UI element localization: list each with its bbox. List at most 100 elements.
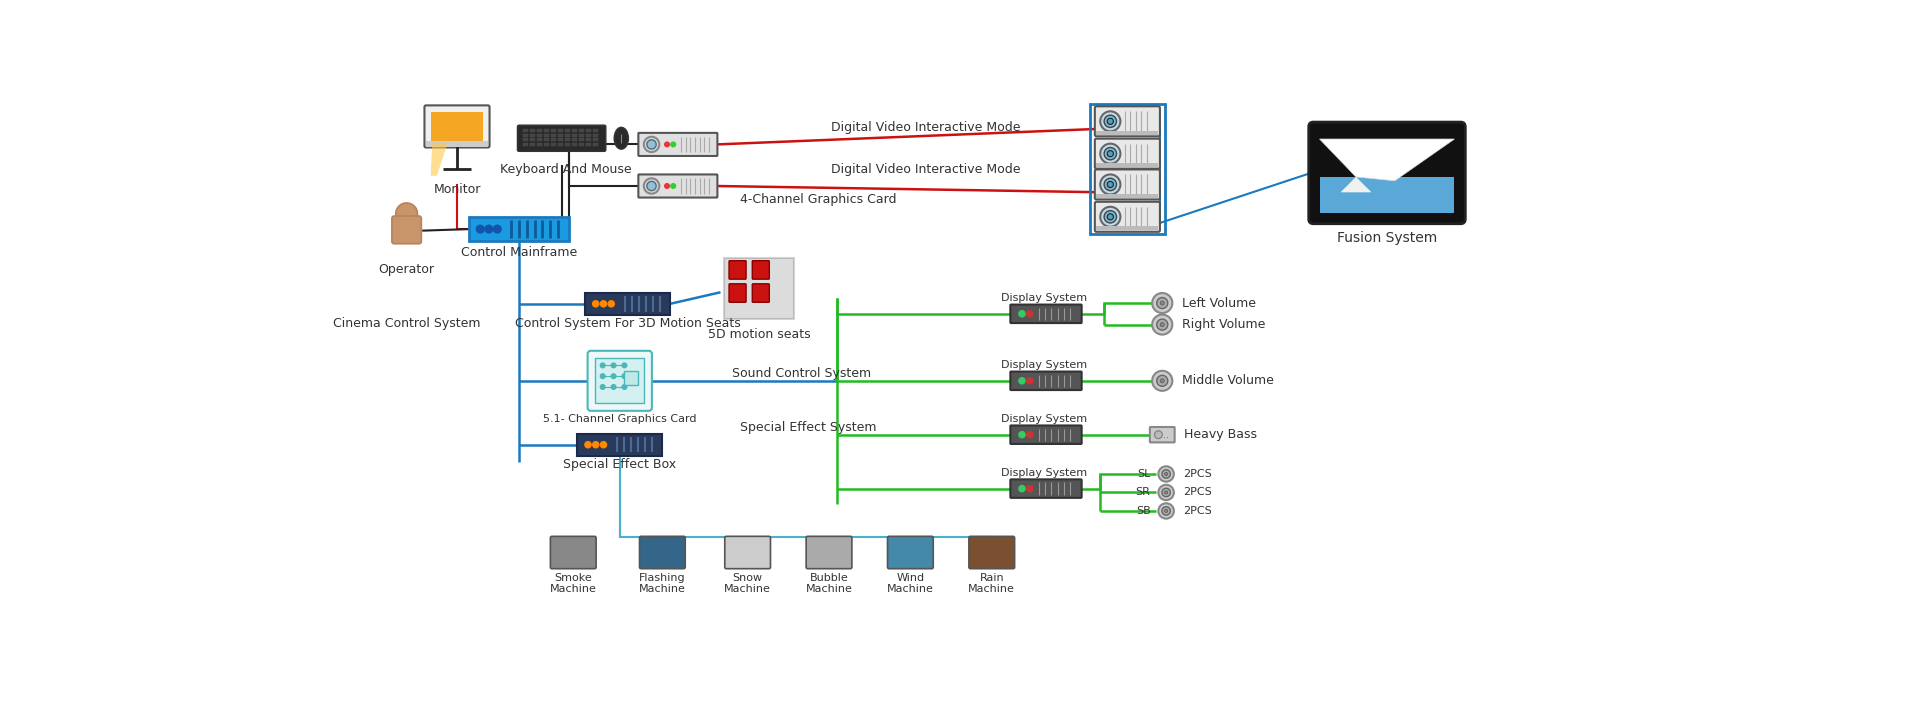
Text: Heavy Bass: Heavy Bass xyxy=(1185,428,1258,441)
Bar xyxy=(724,257,795,319)
FancyBboxPatch shape xyxy=(753,261,770,279)
Circle shape xyxy=(1027,311,1033,317)
FancyBboxPatch shape xyxy=(578,434,662,456)
Text: Right Volume: Right Volume xyxy=(1181,318,1265,331)
Text: 4-Channel Graphics Card: 4-Channel Graphics Card xyxy=(739,193,897,207)
FancyBboxPatch shape xyxy=(586,293,670,314)
Text: 5D motion seats: 5D motion seats xyxy=(708,328,810,341)
Circle shape xyxy=(1108,214,1114,220)
FancyBboxPatch shape xyxy=(1094,202,1160,232)
Text: Operator: Operator xyxy=(378,263,434,276)
Text: 2PCS: 2PCS xyxy=(1183,469,1212,479)
Circle shape xyxy=(593,441,599,448)
Bar xyxy=(1096,163,1158,167)
Bar xyxy=(543,134,549,136)
Bar xyxy=(530,138,536,141)
FancyBboxPatch shape xyxy=(1094,106,1160,136)
Circle shape xyxy=(1156,297,1167,309)
Bar xyxy=(586,143,591,146)
Text: Fusion System: Fusion System xyxy=(1336,231,1438,245)
FancyBboxPatch shape xyxy=(730,284,747,302)
Circle shape xyxy=(1020,311,1025,317)
FancyBboxPatch shape xyxy=(637,174,718,198)
Circle shape xyxy=(1158,485,1173,500)
Circle shape xyxy=(1100,143,1121,164)
Bar xyxy=(578,143,584,146)
Circle shape xyxy=(611,363,616,368)
Circle shape xyxy=(643,179,659,194)
Bar xyxy=(522,138,528,141)
Text: Display System: Display System xyxy=(1002,468,1087,478)
FancyBboxPatch shape xyxy=(588,351,653,411)
FancyBboxPatch shape xyxy=(639,536,685,569)
Text: Cinema Control System: Cinema Control System xyxy=(332,316,480,330)
FancyBboxPatch shape xyxy=(1150,427,1175,442)
Bar xyxy=(572,129,578,132)
Bar xyxy=(564,134,570,136)
Circle shape xyxy=(1108,181,1114,188)
Circle shape xyxy=(601,385,605,389)
FancyBboxPatch shape xyxy=(806,536,852,569)
Bar xyxy=(543,143,549,146)
Circle shape xyxy=(1020,432,1025,438)
Bar xyxy=(538,134,541,136)
Circle shape xyxy=(1160,301,1164,305)
Circle shape xyxy=(1020,486,1025,491)
FancyBboxPatch shape xyxy=(1010,304,1081,323)
Circle shape xyxy=(1158,466,1173,482)
Bar xyxy=(551,134,557,136)
Text: Digital Video Interactive Mode: Digital Video Interactive Mode xyxy=(831,121,1021,134)
Circle shape xyxy=(622,374,626,378)
FancyBboxPatch shape xyxy=(424,105,490,148)
FancyBboxPatch shape xyxy=(1010,425,1081,444)
Circle shape xyxy=(1104,115,1117,127)
Circle shape xyxy=(664,142,670,147)
Circle shape xyxy=(1100,111,1121,131)
Circle shape xyxy=(1104,179,1117,191)
Bar xyxy=(593,134,597,136)
Text: Special Effect Box: Special Effect Box xyxy=(563,458,676,471)
Text: SL: SL xyxy=(1137,469,1150,479)
Circle shape xyxy=(1156,375,1167,387)
Circle shape xyxy=(601,441,607,448)
Bar xyxy=(564,129,570,132)
Circle shape xyxy=(1104,211,1117,223)
FancyBboxPatch shape xyxy=(730,261,747,279)
FancyBboxPatch shape xyxy=(724,536,770,569)
Bar xyxy=(572,143,578,146)
Text: Left Volume: Left Volume xyxy=(1181,297,1256,309)
Bar xyxy=(1096,194,1158,198)
Circle shape xyxy=(601,363,605,368)
Text: Bubble
Machine: Bubble Machine xyxy=(806,572,852,594)
Circle shape xyxy=(1108,150,1114,157)
Circle shape xyxy=(1152,314,1173,335)
Circle shape xyxy=(1152,370,1173,391)
Polygon shape xyxy=(430,143,447,176)
Circle shape xyxy=(611,385,616,389)
Circle shape xyxy=(1027,378,1033,384)
Bar xyxy=(578,138,584,141)
Bar xyxy=(1096,226,1158,231)
FancyBboxPatch shape xyxy=(1094,169,1160,200)
FancyBboxPatch shape xyxy=(1010,372,1081,390)
Circle shape xyxy=(611,374,616,378)
Circle shape xyxy=(1165,472,1167,475)
Bar xyxy=(430,112,484,144)
Text: Control Mainframe: Control Mainframe xyxy=(461,246,578,259)
Circle shape xyxy=(1162,507,1171,515)
Bar xyxy=(557,129,563,132)
Bar xyxy=(624,370,637,385)
Circle shape xyxy=(601,374,605,378)
Bar xyxy=(578,134,584,136)
FancyBboxPatch shape xyxy=(518,125,607,151)
Bar xyxy=(530,134,536,136)
Bar xyxy=(538,138,541,141)
Bar xyxy=(593,143,597,146)
Text: Rain
Machine: Rain Machine xyxy=(968,572,1016,594)
Bar xyxy=(522,134,528,136)
Bar xyxy=(586,129,591,132)
Circle shape xyxy=(664,183,670,188)
Text: Digital Video Interactive Mode: Digital Video Interactive Mode xyxy=(831,162,1021,176)
Bar xyxy=(586,134,591,136)
Bar xyxy=(530,129,536,132)
